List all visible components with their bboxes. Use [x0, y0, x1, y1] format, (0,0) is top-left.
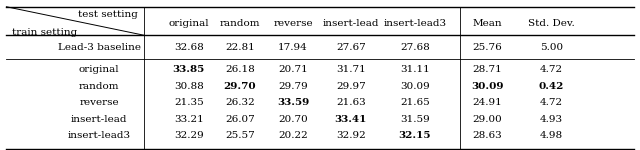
Text: 25.76: 25.76 [473, 44, 502, 52]
Text: reverse: reverse [273, 20, 313, 28]
Text: 33.59: 33.59 [277, 98, 309, 107]
Text: 4.93: 4.93 [540, 115, 563, 124]
Text: 33.41: 33.41 [335, 115, 367, 124]
Text: Lead-3 baseline: Lead-3 baseline [58, 44, 141, 52]
Text: 29.79: 29.79 [278, 82, 308, 91]
Text: Mean: Mean [473, 20, 502, 28]
Text: 20.70: 20.70 [278, 115, 308, 124]
Text: 26.07: 26.07 [225, 115, 255, 124]
Text: 30.88: 30.88 [174, 82, 204, 91]
Text: 33.21: 33.21 [174, 115, 204, 124]
Text: 5.00: 5.00 [540, 44, 563, 52]
Text: 31.11: 31.11 [400, 65, 429, 74]
Text: 26.18: 26.18 [225, 65, 255, 74]
Text: 20.22: 20.22 [278, 131, 308, 140]
Text: original: original [168, 20, 209, 28]
Text: train setting: train setting [12, 28, 77, 38]
Text: 27.67: 27.67 [336, 44, 365, 52]
Text: 30.09: 30.09 [472, 82, 504, 91]
Text: 28.63: 28.63 [473, 131, 502, 140]
Text: 4.98: 4.98 [540, 131, 563, 140]
Text: 30.09: 30.09 [400, 82, 429, 91]
Text: insert-lead: insert-lead [71, 115, 127, 124]
Text: 33.85: 33.85 [173, 65, 205, 74]
Text: 4.72: 4.72 [540, 98, 563, 107]
Text: 32.29: 32.29 [174, 131, 204, 140]
Text: 22.81: 22.81 [225, 44, 255, 52]
Text: insert-lead: insert-lead [323, 20, 379, 28]
Text: reverse: reverse [79, 98, 119, 107]
Text: 31.71: 31.71 [336, 65, 365, 74]
Text: 31.59: 31.59 [400, 115, 429, 124]
Text: random: random [79, 82, 120, 91]
Text: 0.42: 0.42 [539, 82, 564, 91]
Text: test setting: test setting [77, 10, 138, 19]
Text: 26.32: 26.32 [225, 98, 255, 107]
Text: 24.91: 24.91 [473, 98, 502, 107]
Text: random: random [220, 20, 260, 28]
Text: 32.92: 32.92 [336, 131, 365, 140]
Text: Std. Dev.: Std. Dev. [528, 20, 575, 28]
Text: 21.35: 21.35 [174, 98, 204, 107]
Text: 25.57: 25.57 [225, 131, 255, 140]
Text: insert-lead3: insert-lead3 [383, 20, 446, 28]
Text: 20.71: 20.71 [278, 65, 308, 74]
Text: 27.68: 27.68 [400, 44, 429, 52]
Text: 21.65: 21.65 [400, 98, 429, 107]
Text: 29.70: 29.70 [224, 82, 256, 91]
Text: 32.68: 32.68 [174, 44, 204, 52]
Text: 32.15: 32.15 [399, 131, 431, 140]
Text: 28.71: 28.71 [473, 65, 502, 74]
Text: original: original [79, 65, 120, 74]
Text: 29.97: 29.97 [336, 82, 365, 91]
Text: 17.94: 17.94 [278, 44, 308, 52]
Text: insert-lead3: insert-lead3 [68, 131, 131, 140]
Text: 21.63: 21.63 [336, 98, 365, 107]
Text: 29.00: 29.00 [473, 115, 502, 124]
Text: 4.72: 4.72 [540, 65, 563, 74]
